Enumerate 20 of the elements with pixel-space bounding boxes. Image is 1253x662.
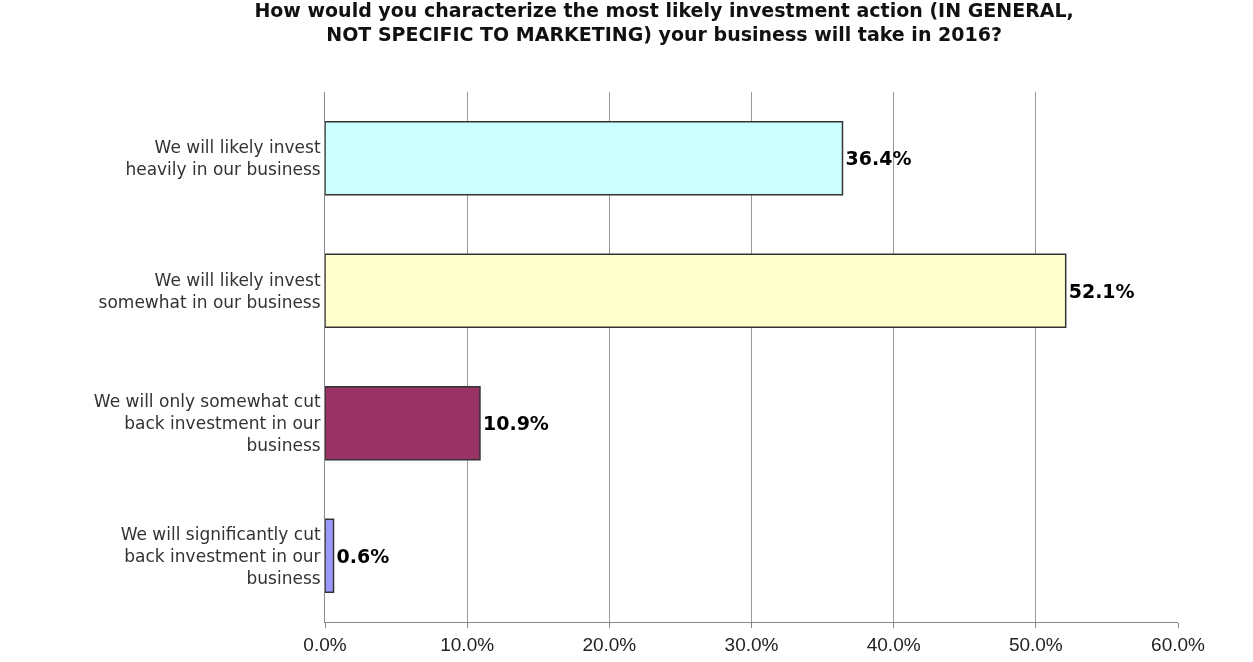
data-label: 10.9% [482,412,549,435]
x-tick-label: 20.0% [582,633,637,655]
bar [325,386,481,461]
x-tick-label: 30.0% [724,633,779,655]
x-tick-label: 10.0% [440,633,495,655]
bar [325,518,335,593]
data-label: 0.6% [336,544,390,567]
chart-title: How would you characterize the most likely investment action (IN GENERAL, NOT SPECIFIC TO MARKETING) your business will take in 2016? [254,0,1074,46]
data-label: 52.1% [1068,279,1135,302]
y-tick-label: We will likely invest somewhat in our business [98,269,321,312]
x-tick-label: 60.0% [1151,633,1206,655]
y-tick-label: We will likely invest heavily in our business [125,137,321,180]
x-tick-label: 50.0% [1008,633,1063,655]
data-label: 36.4% [845,147,912,170]
bar [325,253,1067,328]
bar [325,121,844,196]
x-tick-label: 40.0% [866,633,921,655]
y-tick-label: We will significantly cut back investment in our business [120,523,321,588]
y-tick-label: We will only somewhat cut back investment in our business [93,391,321,456]
x-tick-label: 0.0% [303,633,347,655]
